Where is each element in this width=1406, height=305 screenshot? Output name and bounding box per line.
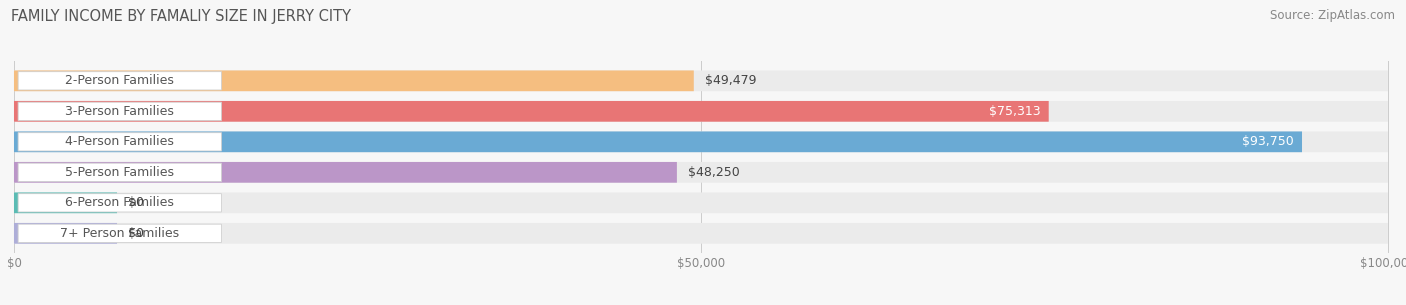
Text: 4-Person Families: 4-Person Families <box>65 135 174 148</box>
FancyBboxPatch shape <box>14 70 693 91</box>
FancyBboxPatch shape <box>18 102 222 120</box>
FancyBboxPatch shape <box>18 72 222 90</box>
Text: 6-Person Families: 6-Person Families <box>65 196 174 209</box>
Text: $93,750: $93,750 <box>1241 135 1294 148</box>
Text: 3-Person Families: 3-Person Families <box>65 105 174 118</box>
Text: 2-Person Families: 2-Person Families <box>65 74 174 87</box>
FancyBboxPatch shape <box>14 70 1388 91</box>
FancyBboxPatch shape <box>14 101 1049 122</box>
FancyBboxPatch shape <box>14 131 1302 152</box>
FancyBboxPatch shape <box>18 133 222 151</box>
Text: 5-Person Families: 5-Person Families <box>65 166 174 179</box>
FancyBboxPatch shape <box>14 131 1388 152</box>
FancyBboxPatch shape <box>14 192 1388 213</box>
Text: $0: $0 <box>128 196 143 209</box>
FancyBboxPatch shape <box>14 223 1388 244</box>
FancyBboxPatch shape <box>14 192 117 213</box>
FancyBboxPatch shape <box>18 194 222 212</box>
Text: Source: ZipAtlas.com: Source: ZipAtlas.com <box>1270 9 1395 22</box>
Text: $75,313: $75,313 <box>988 105 1040 118</box>
Text: FAMILY INCOME BY FAMALIY SIZE IN JERRY CITY: FAMILY INCOME BY FAMALIY SIZE IN JERRY C… <box>11 9 352 24</box>
Text: $48,250: $48,250 <box>688 166 740 179</box>
FancyBboxPatch shape <box>14 162 1388 183</box>
FancyBboxPatch shape <box>14 162 676 183</box>
FancyBboxPatch shape <box>18 224 222 242</box>
Text: $0: $0 <box>128 227 143 240</box>
FancyBboxPatch shape <box>14 101 1388 122</box>
Text: $49,479: $49,479 <box>704 74 756 87</box>
FancyBboxPatch shape <box>14 223 117 244</box>
FancyBboxPatch shape <box>18 163 222 181</box>
Text: 7+ Person Families: 7+ Person Families <box>60 227 180 240</box>
